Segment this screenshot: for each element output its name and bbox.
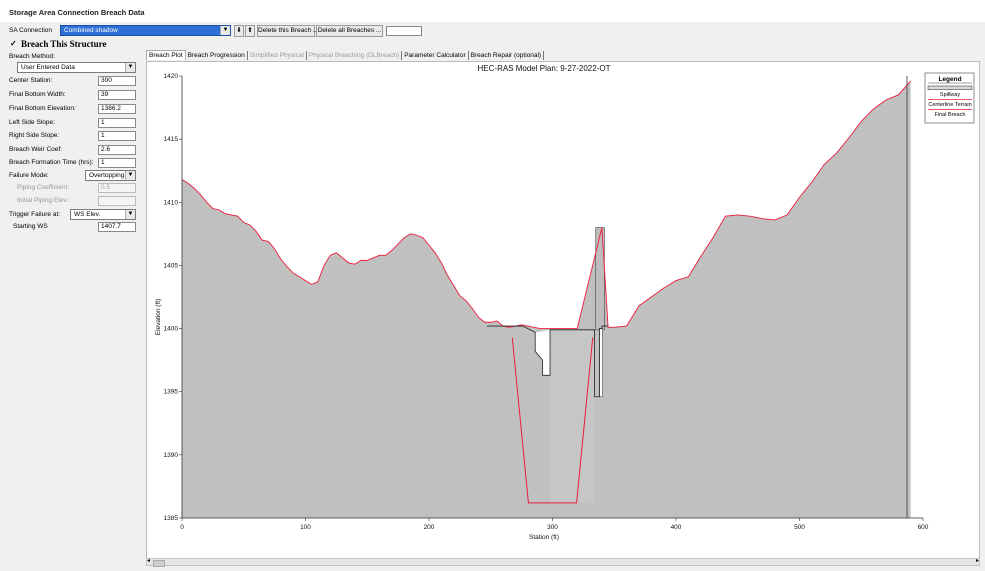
tab-breach-progression[interactable]: Breach Progression [186, 51, 248, 60]
tab-breach-plot[interactable]: Breach Plot [146, 50, 186, 60]
spillway-notch-fill [535, 329, 551, 376]
tab-parameter-calculator[interactable]: Parameter Calculator [402, 51, 469, 60]
breach-structure-label: Breach This Structure [21, 39, 107, 49]
scroll-thumb[interactable] [153, 560, 165, 567]
left-side-slope-label: Left Side Slope: [9, 119, 55, 126]
legend-centerline-label: Centerline Terrain [928, 102, 971, 108]
arrow-down-icon: ⬇ [236, 27, 242, 34]
failure-mode-value: Overtopping [89, 172, 125, 179]
breach-plot-panel: 0 100 200 300 400 500 600 1385 1390 1395 1400 1405 1… [146, 61, 980, 559]
tab-strip: Breach Plot Breach Progression Simplified … [146, 50, 545, 61]
y-tick-label: 1420 [164, 73, 179, 80]
legend-title: Legend [938, 76, 961, 83]
chart-title: HEC-RAS Model Plan: 9-27-2022-OT [478, 64, 611, 73]
plot-horizontal-scrollbar[interactable]: ◂ ▸ [146, 558, 980, 567]
right-side-slope-label: Right Side Slope: [9, 132, 60, 139]
failure-mode-dropdown[interactable]: Overtopping ▼ [85, 170, 136, 181]
final-breach-line [511, 337, 594, 504]
breach-plot-chart: 0 100 200 300 400 500 600 1385 1390 1395 1400 1405 1… [155, 64, 975, 541]
weir-block [550, 329, 595, 503]
x-tick-label: 0 [180, 524, 184, 531]
final-bottom-elevation-label: Final Bottom Elevation: [9, 105, 76, 112]
legend-box [924, 72, 975, 124]
x-tick-label: 100 [300, 524, 311, 531]
starting-ws-label: Starting WS [13, 223, 48, 230]
breach-method-dropdown[interactable]: User Entered Data ▼ [17, 62, 136, 73]
delete-breach-button[interactable]: Delete this Breach ... [257, 25, 318, 37]
tab-breach-repair-optional[interactable]: Breach Repair (optional) [469, 51, 545, 60]
initial-piping-elev-label: Initial Piping Elev.: [17, 197, 70, 204]
legend-spillway-swatch [927, 85, 973, 90]
piping-coefficient-label: Piping Coefficient: [17, 184, 70, 191]
legend-final-breach-label: Final Breach [935, 112, 966, 118]
chevron-down-icon: ▼ [125, 63, 135, 72]
x-tick-label: 400 [671, 524, 682, 531]
breach-formation-time-label: Breach Formation Time (hrs): [9, 159, 94, 166]
chevron-down-icon: ▼ [125, 171, 135, 180]
sa-connection-label: SA Connection [9, 27, 53, 34]
spillway-line [487, 325, 609, 398]
y-tick-label: 1405 [164, 262, 179, 269]
terrain-fill-area [182, 81, 911, 519]
breach-method-value: User Entered Data [21, 64, 75, 71]
sa-connection-value: Combined shadow [64, 27, 118, 34]
trigger-failure-dropdown[interactable]: WS Elev. ▼ [70, 209, 136, 220]
y-tick-label: 1400 [164, 326, 179, 333]
x-tick-label: 200 [424, 524, 435, 531]
x-tick-label: 600 [918, 524, 929, 531]
sa-connection-dropdown[interactable]: Combined shadow ▼ [60, 25, 231, 36]
x-axis-label: Station (ft) [529, 534, 559, 541]
x-tick-label: 300 [547, 524, 558, 531]
tab-physical-breaching-dlbreach: Physical Breaching (DLBreach) [307, 51, 403, 60]
starting-ws-input[interactable]: 1407.7 [98, 222, 136, 232]
breach-weir-coef-label: Breach Weir Coef: [9, 146, 62, 153]
scroll-right-icon[interactable]: ▸ [975, 558, 979, 564]
trigger-failure-label: Trigger Failure at: [9, 211, 61, 218]
arrow-up-icon: ⬆ [247, 27, 253, 34]
checkmark-icon: ✓ [10, 39, 17, 48]
y-tick-label: 1390 [164, 452, 179, 459]
failure-mode-label: Failure Mode: [9, 172, 49, 179]
move-down-button[interactable]: ⬇ [234, 25, 244, 37]
chevron-down-icon: ▼ [125, 210, 135, 219]
center-station-input[interactable]: 300 [98, 76, 136, 86]
tab-simplified-physical: Simplified Physical [248, 51, 307, 60]
move-up-button[interactable]: ⬆ [245, 25, 255, 37]
breach-method-label: Breach Method: [9, 53, 55, 60]
breach-weir-coef-input[interactable]: 2.6 [98, 145, 136, 155]
left-side-slope-input[interactable]: 1 [98, 118, 136, 128]
y-tick-label: 1415 [164, 136, 179, 143]
y-tick-label: 1410 [164, 199, 179, 206]
right-side-slope-input[interactable]: 1 [98, 131, 136, 141]
piping-opening [599, 328, 603, 398]
chevron-down-icon: ▼ [220, 26, 230, 35]
final-bottom-elevation-input[interactable]: 1386.2 [98, 104, 136, 114]
delete-all-breaches-button[interactable]: Delete all Breaches ... [316, 25, 383, 37]
breach-structure-checkbox[interactable]: ✓ [10, 39, 17, 48]
piping-coefficient-input: 0.5 [98, 183, 136, 193]
window-title: Storage Area Connection Breach Data [9, 8, 145, 17]
final-bottom-width-label: Final Bottom Width: [9, 91, 66, 98]
y-tick-label: 1385 [164, 515, 179, 522]
scroll-left-icon[interactable]: ◂ [147, 558, 151, 564]
initial-piping-elev-input [98, 196, 136, 206]
trigger-failure-value: WS Elev. [74, 211, 101, 218]
toolbar-status-box [386, 26, 422, 36]
y-tick-label: 1395 [164, 389, 179, 396]
center-station-label: Center Station: [9, 77, 53, 84]
top-toolbar: SA Connection Combined shadow ▼ ⬇ ⬆ Dele… [0, 22, 985, 38]
legend-spillway-label: Spillway [940, 92, 960, 98]
breach-formation-time-input[interactable]: 1 [98, 158, 136, 168]
centerline-terrain-line [181, 80, 911, 330]
final-bottom-width-input[interactable]: 39 [98, 90, 136, 100]
window-title-bar: Storage Area Connection Breach Data [0, 0, 985, 22]
y-axis-label: Elevation (ft) [155, 299, 162, 336]
chart-legend: Legend Spillway Centerline Terrain Final… [924, 72, 975, 124]
x-tick-label: 500 [794, 524, 805, 531]
